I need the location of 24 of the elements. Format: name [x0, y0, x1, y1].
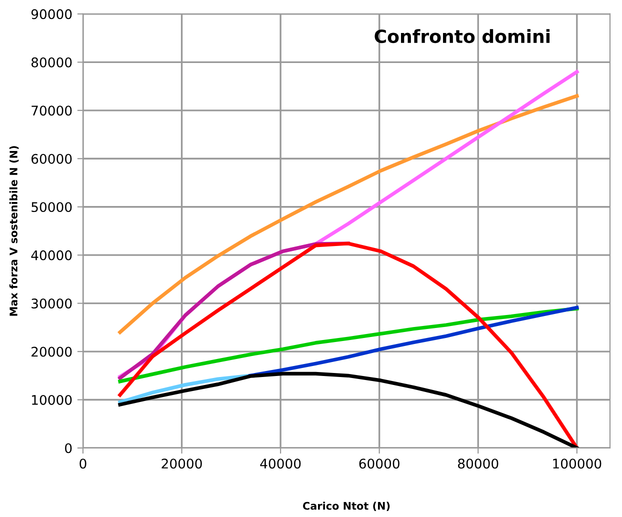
y-axis-title: Max forza V sostenibile N (N) [9, 146, 19, 316]
y-tick-label: 80000 [31, 57, 72, 68]
y-tick-label: 50000 [32, 202, 72, 212]
line-series [118, 242, 579, 448]
x-tick-label: 0 [80, 458, 86, 469]
y-tick-label: 40000 [31, 250, 72, 260]
x-tick-label: 80000 [458, 458, 498, 469]
line-series [118, 306, 579, 384]
y-tick-label: 30000 [32, 298, 72, 309]
text: Confronto domini [374, 29, 550, 44]
x-tick-label: 20000 [162, 458, 202, 469]
y-tick-label: 10000 [32, 394, 72, 405]
x-tick-label: 40000 [260, 458, 301, 469]
y-tick-label: 90000 [31, 9, 72, 20]
x-axis-title: Carico Ntot (N) [302, 502, 390, 512]
line-series [118, 372, 579, 448]
y-tick-label: 0 [65, 443, 72, 454]
line-series [118, 94, 579, 334]
x-tick-label: 100000 [553, 458, 602, 469]
y-tick-label: 60000 [32, 154, 72, 164]
y-tick-label: 20000 [32, 346, 72, 357]
y-tick-label: 70000 [32, 106, 72, 116]
line-series [248, 306, 579, 378]
x-tick-label: 60000 [359, 458, 400, 469]
